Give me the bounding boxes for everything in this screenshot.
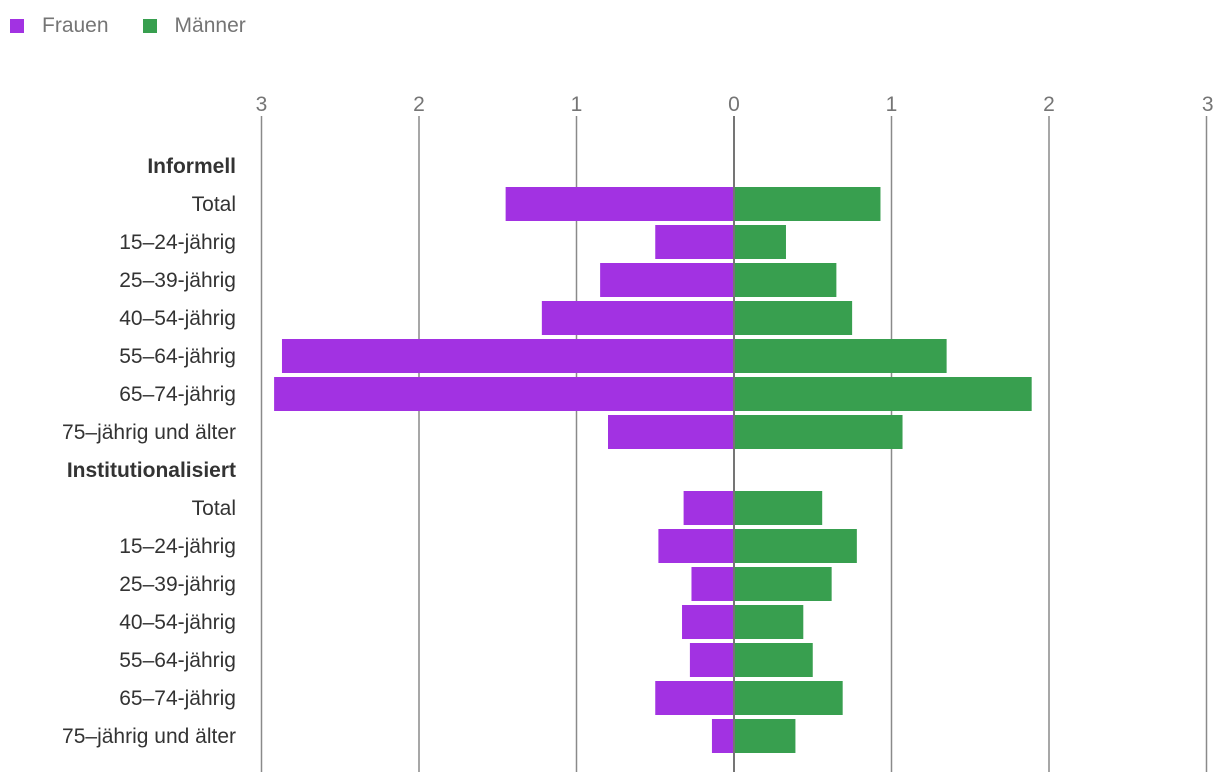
category-label: 25–39-jährig xyxy=(119,573,236,596)
group-label: Informell xyxy=(147,155,236,178)
category-label: 25–39-jährig xyxy=(119,269,236,292)
legend-item-frauen[interactable]: Frauen xyxy=(10,14,109,38)
x-tick-label: 3 xyxy=(256,93,268,116)
bar-maenner[interactable] xyxy=(734,491,823,525)
category-label: Total xyxy=(192,193,236,216)
bar-frauen[interactable] xyxy=(655,681,734,715)
bar-frauen[interactable] xyxy=(505,187,734,221)
category-label: 40–54-jährig xyxy=(119,611,236,634)
bar-maenner[interactable] xyxy=(734,377,1032,411)
legend-label-frauen: Frauen xyxy=(42,14,109,37)
category-label: 65–74-jährig xyxy=(119,383,236,406)
category-label: 75–jährig und älter xyxy=(62,421,236,444)
legend-item-maenner[interactable]: Männer xyxy=(142,14,246,38)
bar-maenner[interactable] xyxy=(734,643,813,677)
bar-maenner[interactable] xyxy=(734,681,843,715)
bar-maenner[interactable] xyxy=(734,719,796,753)
bars xyxy=(274,187,1032,753)
bar-frauen[interactable] xyxy=(608,415,734,449)
category-label: 15–24-jährig xyxy=(119,535,236,558)
bar-frauen[interactable] xyxy=(274,377,734,411)
x-tick-label: 1 xyxy=(571,93,583,116)
bar-frauen[interactable] xyxy=(682,605,734,639)
bar-frauen[interactable] xyxy=(281,339,734,373)
bar-maenner[interactable] xyxy=(734,567,832,601)
bar-maenner[interactable] xyxy=(734,301,853,335)
category-label: Total xyxy=(192,497,236,520)
bar-frauen[interactable] xyxy=(691,567,734,601)
bar-frauen[interactable] xyxy=(600,263,734,297)
bar-frauen[interactable] xyxy=(683,491,734,525)
group-label: Institutionalisiert xyxy=(67,459,236,482)
bar-frauen[interactable] xyxy=(655,225,734,259)
bar-maenner[interactable] xyxy=(734,605,804,639)
bar-maenner[interactable] xyxy=(734,263,837,297)
bar-frauen[interactable] xyxy=(711,719,734,753)
x-tick-label: 2 xyxy=(1043,93,1055,116)
legend: Frauen Männer xyxy=(10,14,280,38)
x-tick-label: 0 xyxy=(728,93,740,116)
category-label: 55–64-jährig xyxy=(119,345,236,368)
x-tick-label: 1 xyxy=(886,93,898,116)
x-tick-label: 3 xyxy=(1202,93,1214,116)
bar-maenner[interactable] xyxy=(734,339,947,373)
x-axis-ticks: 3 2 1 0 1 2 3 xyxy=(256,93,1214,116)
category-label: 65–74-jährig xyxy=(119,687,236,710)
category-label: 75–jährig und älter xyxy=(62,725,236,748)
category-label: 40–54-jährig xyxy=(119,307,236,330)
bar-maenner[interactable] xyxy=(734,415,903,449)
legend-label-maenner: Männer xyxy=(174,14,246,37)
bar-frauen[interactable] xyxy=(541,301,734,335)
category-labels: Informell Total 15–24-jährig 25–39-jährig 40… xyxy=(62,155,236,748)
legend-swatch-maenner xyxy=(142,19,157,33)
bar-maenner[interactable] xyxy=(734,187,881,221)
bar-frauen[interactable] xyxy=(689,643,734,677)
bar-maenner[interactable] xyxy=(734,225,786,259)
legend-swatch-frauen xyxy=(10,19,24,33)
bar-frauen[interactable] xyxy=(658,529,734,563)
category-label: 55–64-jährig xyxy=(119,649,236,672)
bar-maenner[interactable] xyxy=(734,529,857,563)
x-tick-label: 2 xyxy=(413,93,425,116)
category-label: 15–24-jährig xyxy=(119,231,236,254)
